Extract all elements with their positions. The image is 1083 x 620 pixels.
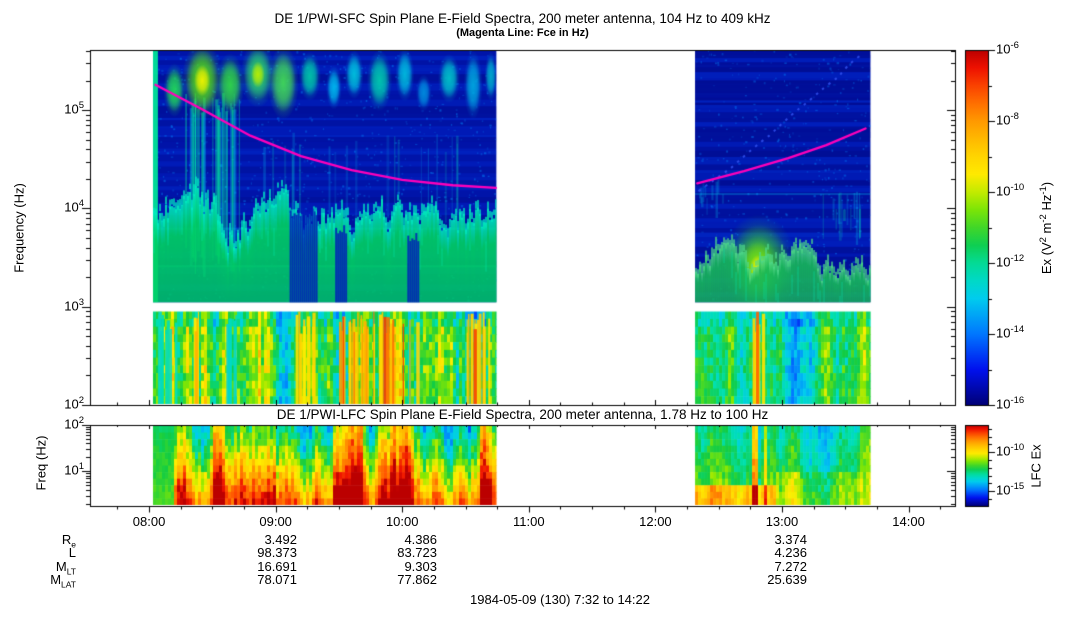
time-tick-label: 09:00: [259, 514, 292, 529]
ephemeris-value: 98.373: [257, 545, 297, 560]
lfc-panel-title: DE 1/PWI-LFC Spin Plane E-Field Spectra,…: [276, 407, 769, 422]
sfc-colorbar-tick-label: 10-8: [996, 111, 1019, 128]
lfc-ytick-label: 102: [64, 415, 84, 432]
ephemeris-value: 78.071: [257, 572, 297, 587]
ephemeris-value: 25.639: [767, 572, 807, 587]
ephemeris-row-label: MLAT: [50, 572, 76, 590]
ephemeris-value: 3.492: [264, 531, 297, 547]
lfc-ytick-label: 101: [64, 461, 84, 478]
time-tick-label: 13:00: [765, 514, 799, 529]
ephemeris-value: 7.272: [774, 558, 807, 574]
sfc-ytick-label: 104: [64, 198, 84, 215]
ephemeris-value: 4.236: [774, 545, 807, 560]
ephemeris-value: 3.374: [774, 531, 807, 547]
sfc-panel-title: DE 1/PWI-SFC Spin Plane E-Field Spectra,…: [274, 11, 771, 26]
time-tick-label: 11:00: [513, 514, 545, 529]
ephemeris-row-label: L: [68, 545, 76, 560]
ephemeris-row-label: MLT: [55, 558, 76, 577]
sfc-colorbar-tick-label: 10-16: [996, 395, 1025, 412]
ephemeris-value: 77.862: [397, 572, 437, 587]
lfc-colorbar-label: LFC Ex: [1028, 444, 1044, 488]
date-range-caption: 1984-05-09 (130) 7:32 to 14:22: [470, 592, 650, 607]
time-tick-label: 12:00: [639, 514, 672, 529]
sfc-y-axis-label: Frequency (Hz): [11, 183, 27, 273]
ephemeris-value: 16.691: [257, 558, 297, 574]
sfc-ytick-label: 105: [64, 100, 84, 117]
lfc-colorbar-tick-label: 10-10: [996, 442, 1025, 459]
sfc-colorbar-unit-label: Ex (V2 m-2 Hz-1): [1037, 181, 1055, 275]
ephemeris-row-label: Re: [61, 531, 76, 550]
sfc-ytick-label: 103: [64, 296, 84, 314]
lfc-colorbar-tick-label: 10-15: [996, 481, 1025, 498]
ephemeris-value: 4.386: [404, 531, 437, 547]
sfc-colorbar-tick-label: 10-14: [996, 324, 1025, 341]
ephemeris-value: 9.303: [404, 558, 437, 574]
sfc-ytick-label: 102: [64, 395, 84, 412]
sfc-panel-subtitle: (Magenta Line: Fce in Hz): [456, 27, 589, 39]
time-tick-label: 14:00: [892, 514, 925, 529]
sfc-colorbar-tick-label: 10-12: [996, 253, 1025, 270]
ephemeris-value: 83.723: [397, 545, 437, 560]
time-tick-label: 10:00: [385, 514, 419, 529]
sfc-colorbar-tick-label: 10-10: [996, 182, 1025, 199]
sfc-colorbar-tick-label: 10-6: [996, 40, 1019, 57]
time-tick-label: 08:00: [132, 514, 166, 529]
